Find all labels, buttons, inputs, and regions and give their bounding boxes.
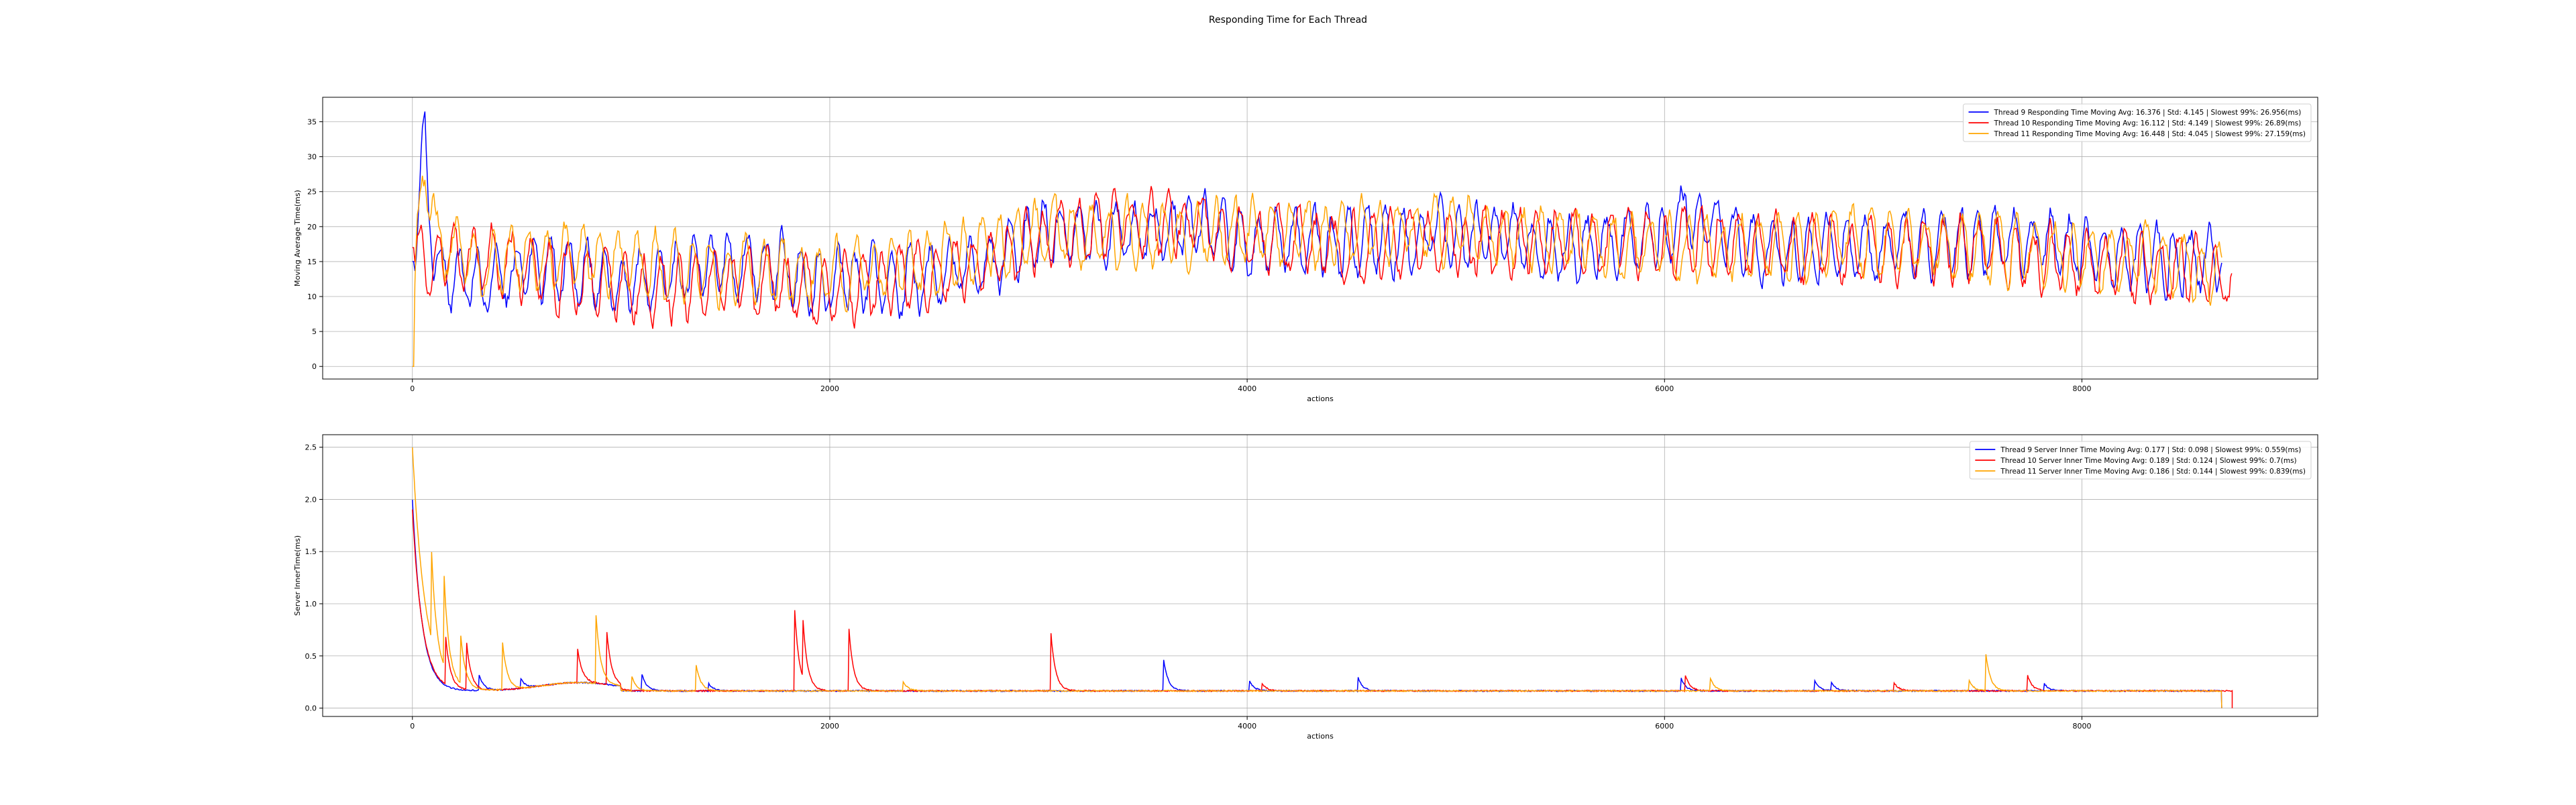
legend-box: [1963, 103, 2312, 142]
legend: Thread 9 Server Inner Time Moving Avg: 0…: [1969, 441, 2312, 480]
y-axis-label: Moving Average Time(ms): [293, 190, 302, 286]
plot-panel-top: 0 2000 4000 6000 8000 0 5 10 15 20 25 30 35 actions Mo…: [293, 97, 2318, 403]
y-tick-label: 15: [307, 258, 317, 266]
x-tick-label: 2000: [820, 384, 839, 393]
y-tick-label: 0: [312, 362, 317, 371]
x-tick-label: 8000: [2072, 384, 2091, 393]
plot-panel-bottom: 0 2000 4000 6000 8000 0.0 0.5 1.0 1.5 2.0 2.5 actio…: [293, 434, 2318, 741]
y-tick-label: 2.5: [305, 443, 317, 452]
y-tick-label: 25: [307, 188, 317, 197]
x-axis-label: actions: [1307, 732, 1334, 741]
series-line-10: [412, 509, 2233, 708]
axes-frame: [322, 434, 2318, 717]
legend-label: Thread 11 Responding Time Moving Avg: 16…: [1994, 130, 2306, 138]
x-axis-label: actions: [1307, 394, 1334, 403]
legend-label: Thread 9 Server Inner Time Moving Avg: 0…: [2000, 446, 2301, 454]
y-tick-label: 30: [307, 153, 317, 162]
x-tick-label: 0: [410, 722, 415, 731]
x-tick-label: 2000: [820, 722, 839, 731]
series-line-10: [412, 186, 2233, 329]
x-tick-label: 6000: [1655, 384, 1674, 393]
figure-title: Responding Time for Each Thread: [1208, 15, 1368, 25]
y-tick-label: 1.5: [305, 547, 317, 556]
grid-lines: [323, 97, 2318, 379]
y-tick-label: 1.0: [305, 600, 317, 608]
legend-label: Thread 9 Responding Time Moving Avg: 16.…: [1994, 109, 2302, 117]
y-tick-label: 5: [312, 327, 317, 336]
x-tick-label: 0: [410, 384, 415, 393]
legend-label: Thread 11 Server Inner Time Moving Avg: …: [2000, 468, 2306, 476]
series-line-11: [412, 447, 2222, 708]
y-tick-label: 2.0: [305, 495, 317, 504]
y-tick-label: 20: [307, 223, 317, 231]
y-tick-label: 35: [307, 117, 317, 126]
y-tick-label: 0.5: [305, 652, 317, 661]
y-tick-label: 10: [307, 292, 317, 301]
x-tick-label: 4000: [1238, 384, 1256, 393]
x-tick-label: 6000: [1655, 722, 1674, 731]
y-axis-label: Server InnerTime(ms): [293, 535, 302, 616]
legend: Thread 9 Responding Time Moving Avg: 16.…: [1963, 103, 2312, 142]
x-tick-label: 4000: [1238, 722, 1256, 731]
axes-frame: [322, 97, 2318, 380]
series-line-9: [412, 111, 2222, 319]
x-tick-label: 8000: [2072, 722, 2091, 731]
series-line-11: [412, 175, 2222, 367]
legend-label: Thread 10 Responding Time Moving Avg: 16…: [1994, 119, 2302, 127]
y-tick-label: 0.0: [305, 704, 317, 713]
legend-label: Thread 10 Server Inner Time Moving Avg: …: [2000, 457, 2296, 465]
legend-box: [1969, 441, 2312, 480]
grid-lines: [323, 435, 2318, 716]
